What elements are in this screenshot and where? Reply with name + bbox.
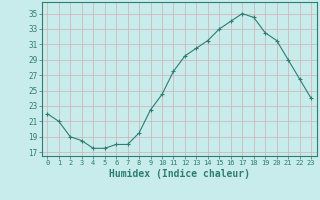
X-axis label: Humidex (Indice chaleur): Humidex (Indice chaleur) xyxy=(109,169,250,179)
